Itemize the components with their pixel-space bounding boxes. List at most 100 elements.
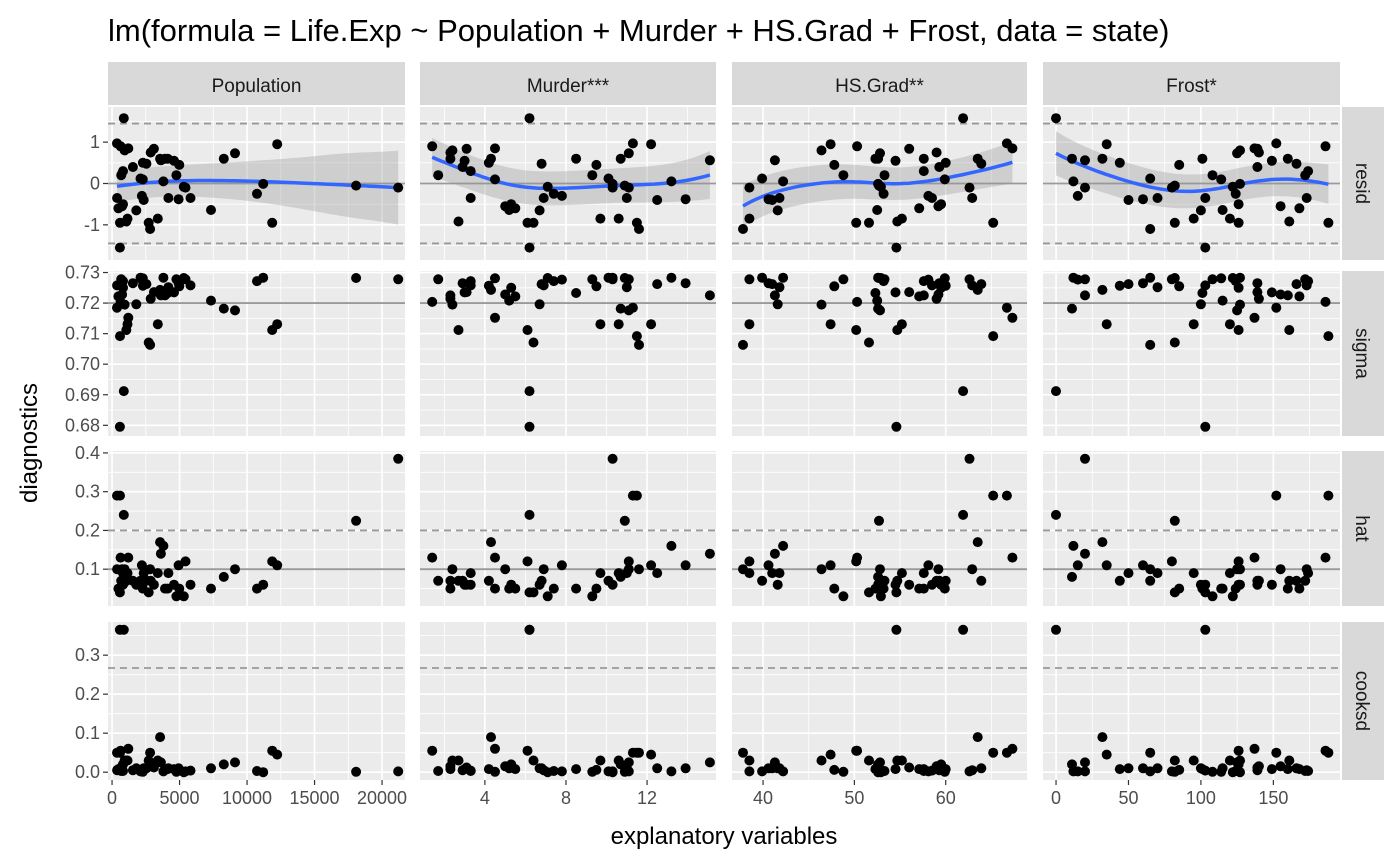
data-point bbox=[171, 591, 182, 602]
strip-hs bbox=[732, 62, 1027, 105]
x-tick-label: 8 bbox=[561, 788, 571, 808]
data-point bbox=[1007, 312, 1018, 323]
data-point bbox=[634, 747, 644, 758]
data-point bbox=[490, 583, 500, 594]
facet-panels: Population Murder*** HS.Grad** Frost* resid s… bbox=[65, 62, 1384, 808]
data-point bbox=[163, 193, 174, 203]
data-point bbox=[556, 190, 567, 201]
data-point bbox=[534, 205, 545, 216]
data-point bbox=[123, 552, 134, 563]
data-point bbox=[634, 564, 644, 575]
data-point bbox=[591, 583, 602, 594]
data-point bbox=[1252, 162, 1263, 172]
data-point bbox=[115, 217, 125, 228]
data-point bbox=[1152, 763, 1163, 774]
data-point bbox=[1266, 155, 1277, 166]
data-point bbox=[652, 568, 663, 579]
data-point bbox=[1301, 280, 1312, 291]
data-point bbox=[872, 295, 883, 306]
data-point bbox=[1145, 564, 1156, 575]
data-point bbox=[623, 556, 634, 567]
data-point bbox=[112, 193, 123, 203]
data-point bbox=[1051, 113, 1061, 124]
data-point bbox=[145, 747, 156, 758]
data-point bbox=[252, 276, 262, 287]
data-point bbox=[1145, 747, 1156, 758]
data-point bbox=[1216, 273, 1227, 284]
data-point bbox=[652, 195, 663, 205]
data-point bbox=[1282, 153, 1293, 164]
data-point bbox=[115, 745, 126, 756]
data-point bbox=[1169, 217, 1180, 228]
data-point bbox=[829, 281, 840, 292]
data-point bbox=[465, 568, 476, 579]
data-point bbox=[538, 564, 549, 575]
data-point bbox=[1001, 302, 1012, 313]
data-point bbox=[145, 564, 156, 575]
data-point bbox=[510, 764, 521, 775]
data-point bbox=[1275, 289, 1286, 300]
data-point bbox=[548, 188, 559, 199]
data-point bbox=[646, 319, 657, 330]
data-point bbox=[931, 147, 942, 158]
data-point bbox=[522, 217, 533, 228]
data-point bbox=[1067, 153, 1077, 164]
data-point bbox=[119, 564, 130, 575]
data-point bbox=[878, 583, 889, 594]
data-point bbox=[875, 564, 885, 575]
data-point bbox=[152, 319, 163, 330]
data-point bbox=[272, 749, 283, 760]
data-point bbox=[896, 568, 907, 579]
data-point bbox=[1097, 732, 1108, 743]
data-point bbox=[447, 145, 458, 156]
data-point bbox=[1301, 564, 1312, 575]
data-point bbox=[230, 305, 240, 316]
data-point bbox=[872, 205, 883, 215]
data-point bbox=[878, 188, 889, 199]
data-point bbox=[1138, 763, 1148, 774]
y-tick-label: 0.3 bbox=[75, 645, 100, 665]
data-point bbox=[230, 564, 240, 575]
data-point bbox=[1207, 766, 1218, 777]
data-point bbox=[119, 299, 130, 310]
data-point bbox=[680, 763, 691, 774]
data-point bbox=[524, 242, 535, 253]
data-point bbox=[738, 224, 748, 234]
data-point bbox=[1174, 159, 1185, 170]
strip-hat bbox=[1342, 451, 1384, 606]
data-point bbox=[1007, 552, 1018, 563]
data-point bbox=[825, 319, 836, 330]
data-point bbox=[1051, 386, 1061, 397]
data-point bbox=[879, 766, 890, 776]
data-point bbox=[163, 568, 174, 579]
data-point bbox=[351, 515, 362, 526]
data-point bbox=[1207, 170, 1218, 181]
data-point bbox=[1224, 213, 1235, 224]
data-point bbox=[1323, 490, 1334, 501]
data-point bbox=[652, 763, 663, 774]
data-point bbox=[595, 755, 606, 766]
data-point bbox=[738, 339, 748, 350]
data-point bbox=[427, 552, 438, 563]
data-point bbox=[852, 141, 863, 152]
data-point bbox=[591, 281, 602, 292]
data-point bbox=[173, 194, 184, 205]
data-point bbox=[180, 182, 191, 193]
data-point bbox=[874, 180, 884, 191]
data-point bbox=[115, 552, 126, 563]
data-point bbox=[138, 195, 149, 205]
data-point bbox=[757, 173, 768, 184]
data-point bbox=[1080, 766, 1090, 777]
data-point bbox=[152, 568, 163, 579]
data-point bbox=[704, 155, 715, 166]
data-point bbox=[427, 141, 438, 152]
data-point bbox=[772, 299, 783, 310]
data-point bbox=[447, 755, 458, 766]
data-point bbox=[1068, 766, 1079, 777]
y-tick-label: 0.71 bbox=[65, 324, 100, 344]
panel-background bbox=[420, 271, 716, 436]
data-point bbox=[864, 587, 874, 598]
data-point bbox=[1320, 141, 1331, 152]
data-point bbox=[1271, 138, 1282, 149]
data-point bbox=[1271, 747, 1282, 758]
